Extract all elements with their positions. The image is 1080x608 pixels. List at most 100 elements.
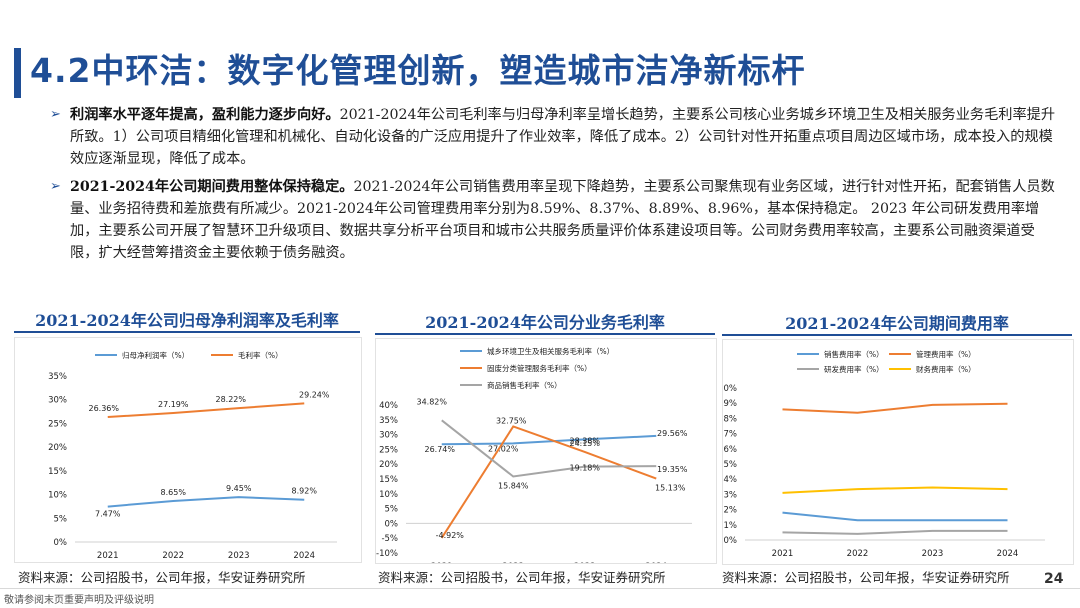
y-tick-label: 15%	[379, 475, 398, 485]
y-tick-label: 10%	[48, 491, 67, 501]
data-label: 29.24%	[299, 390, 330, 399]
y-tick-label: 5%	[54, 514, 68, 524]
data-label: 28.22%	[215, 395, 246, 404]
chart-2-svg: -10% -5% 0% 5% 10% 15% 20% 25% 30% 35% 40% 2021 2022…	[376, 346, 692, 572]
data-label: 7.47%	[95, 510, 121, 519]
data-label: 27.19%	[158, 400, 189, 409]
chart-1-title-rule	[14, 331, 360, 333]
y-tick-label: 5%	[724, 460, 738, 470]
y-tick-label: 9%	[724, 399, 738, 409]
chart-2-title-rule	[375, 333, 715, 335]
y-tick-label: -5%	[381, 534, 398, 544]
x-tick-label: 2021	[431, 562, 453, 563]
chart-1-title: 2021-2024年公司归母净利润率及毛利率	[35, 311, 339, 330]
x-tick-label: 2023	[228, 551, 250, 561]
bullet-expenses: ➢ 2021-2024年公司期间费用整体保持稳定。2021-2024年公司销售费…	[50, 176, 1060, 264]
y-tick-label: 0%	[54, 538, 68, 548]
data-label: 15.13%	[655, 484, 686, 493]
y-tick-label: 10%	[723, 384, 737, 394]
x-tick-label: 2021	[97, 551, 119, 561]
title-accent-bar	[14, 48, 21, 98]
y-tick-label: 20%	[48, 443, 67, 453]
series-line-3	[782, 486, 1008, 494]
x-tick-label: 2024	[997, 549, 1019, 559]
bullet-lead: 2021-2024年公司期间费用整体保持稳定。	[70, 179, 354, 195]
y-tick-label: 1%	[724, 521, 738, 531]
series-line-1	[782, 402, 1008, 414]
legend-label: 财务费用率（%）	[916, 364, 976, 374]
chart-3-frame: 0% 1% 2% 3% 4% 5% 6% 7% 8% 9% 10% 2021 2022 2023 2024 销…	[718, 339, 1074, 565]
chart-3-source: 资料来源：公司招股书，公司年报，华安证券研究所	[722, 570, 1010, 585]
chart-2-frame: -10% -5% 0% 5% 10% 15% 20% 25% 30% 35% 40% 2021 2022…	[375, 338, 717, 572]
y-tick-label: 10%	[379, 490, 398, 500]
data-label: 24.15%	[569, 439, 600, 448]
series-line-2	[441, 419, 657, 478]
data-label: 28.38%	[569, 436, 600, 445]
footer-rule	[0, 588, 1080, 589]
chart-1-svg: 0% 5% 10% 15% 20% 25% 30% 35% 2021 2022 2023 2024 归母…	[48, 350, 337, 561]
y-tick-label: 8%	[724, 414, 738, 424]
bullet-lead: 利润率水平逐年提高，盈利能力逐步向好。	[70, 107, 340, 123]
data-label: 9.45%	[226, 484, 252, 493]
y-tick-label: 35%	[379, 416, 398, 426]
y-tick-label: 20%	[379, 460, 398, 470]
footer-disclaimer: 敬请参阅末页重要声明及评级说明	[4, 595, 154, 606]
y-tick-label: 35%	[48, 372, 67, 382]
chart-1-source: 资料来源：公司招股书，公司年报，华安证券研究所	[18, 570, 306, 585]
y-tick-label: 30%	[379, 431, 398, 441]
x-tick-label: 2022	[847, 549, 869, 559]
page-title: 4.2中环洁：数字化管理创新，塑造城市洁净新标杆	[30, 51, 806, 90]
series-line-0	[107, 496, 305, 508]
series-line-0	[782, 511, 1008, 522]
x-tick-label: 2024	[293, 551, 315, 561]
y-tick-label: 30%	[48, 396, 67, 406]
y-tick-label: 5%	[385, 505, 399, 515]
y-tick-label: -10%	[376, 549, 398, 559]
legend-label: 商品销售毛利率（%）	[487, 380, 562, 390]
bullet-body: 2021-2024年公司毛利率与归母净利率呈增长趋势，主要系公司核心业务城乡环境…	[70, 107, 1056, 167]
series-line-2	[782, 529, 1008, 535]
data-label: -4.92%	[436, 531, 465, 540]
chart-1-frame: 0% 5% 10% 15% 20% 25% 30% 35% 2021 2022 2023 2024 归母…	[14, 337, 362, 563]
arrow-bullet-icon: ➢	[50, 179, 61, 194]
y-tick-label: 25%	[48, 419, 67, 429]
y-tick-label: 6%	[724, 445, 738, 455]
y-tick-label: 0%	[385, 519, 399, 529]
data-label: 15.84%	[498, 482, 529, 491]
bullet-list: ➢ 利润率水平逐年提高，盈利能力逐步向好。2021-2024年公司毛利率与归母净…	[50, 104, 1060, 270]
data-label: 32.75%	[496, 416, 527, 425]
legend-label: 研发费用率（%）	[824, 364, 884, 374]
y-tick-label: 3%	[724, 490, 738, 500]
data-label: 19.18%	[569, 464, 600, 473]
chart-2-source: 资料来源：公司招股书，公司年报，华安证券研究所	[378, 570, 666, 585]
legend-label: 城乡环境卫生及相关服务毛利率（%）	[487, 346, 614, 356]
chart-3-svg: 0% 1% 2% 3% 4% 5% 6% 7% 8% 9% 10% 2021 2022 2023 2024 销…	[718, 349, 1045, 559]
bullet-body: 2021-2024年公司销售费用率呈现下降趋势，主要系公司聚焦现有业务区域，进行…	[70, 179, 1055, 261]
arrow-bullet-icon: ➢	[50, 107, 61, 122]
legend-label: 固废分类管理服务毛利率（%）	[487, 363, 592, 373]
data-label: 8.92%	[292, 487, 318, 496]
data-label: 27.02%	[488, 444, 519, 453]
data-label: 29.56%	[657, 429, 688, 438]
data-label: 8.65%	[161, 488, 187, 497]
legend-label: 管理费用率（%）	[916, 349, 976, 359]
y-tick-label: 40%	[379, 401, 398, 411]
chart-2-title: 2021-2024年公司分业务毛利率	[425, 313, 665, 332]
legend-label: 销售费用率（%）	[824, 349, 884, 359]
series-line-0	[441, 434, 657, 446]
data-label: 19.35%	[657, 465, 688, 474]
x-tick-label: 2023	[574, 562, 596, 563]
chart-3-title: 2021-2024年公司期间费用率	[785, 314, 1009, 333]
y-tick-label: 2%	[724, 506, 738, 516]
x-tick-label: 2023	[922, 549, 944, 559]
legend-label: 毛利率（%）	[238, 350, 283, 360]
series-line-1	[440, 425, 657, 539]
bullet-profitability: ➢ 利润率水平逐年提高，盈利能力逐步向好。2021-2024年公司毛利率与归母净…	[50, 104, 1060, 170]
y-tick-label: 4%	[724, 475, 738, 485]
series-line-1	[107, 402, 305, 418]
chart-3-title-rule	[722, 334, 1072, 336]
data-label: 34.82%	[416, 397, 447, 406]
x-tick-label: 2022	[162, 551, 184, 561]
y-tick-label: 15%	[48, 467, 67, 477]
y-tick-label: 7%	[724, 430, 738, 440]
